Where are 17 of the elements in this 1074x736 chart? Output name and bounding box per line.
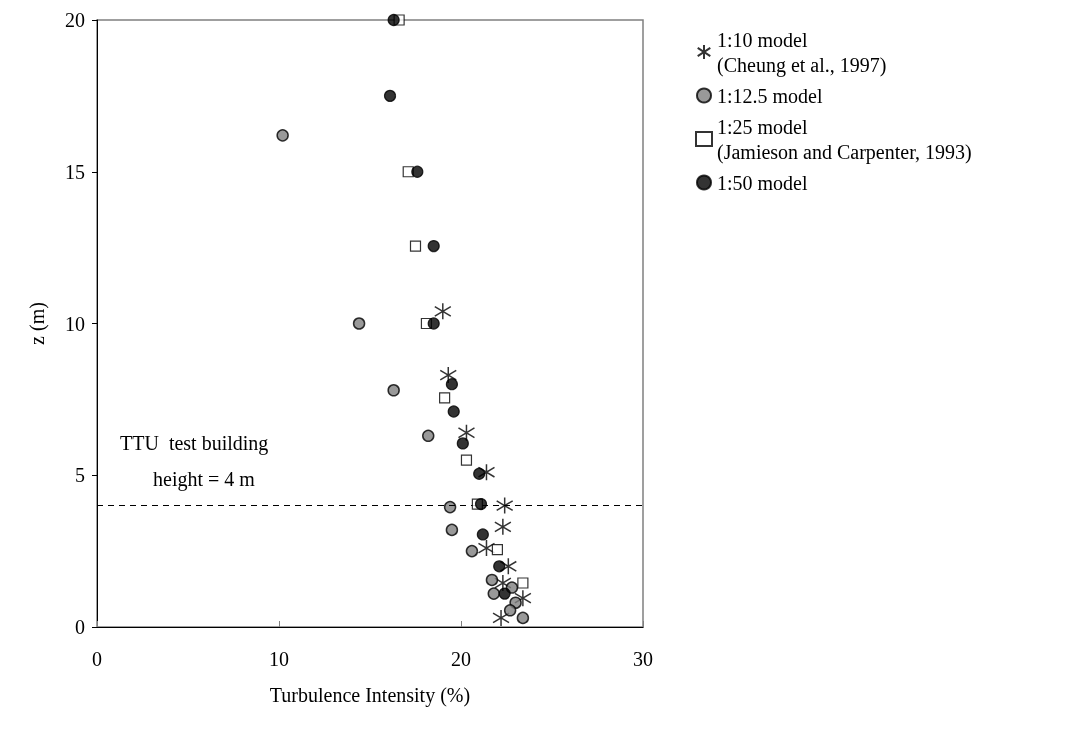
y-tick-label: 5 bbox=[75, 464, 85, 487]
x-tick-label: 10 bbox=[269, 648, 289, 670]
y-tick-label: 20 bbox=[65, 9, 85, 31]
legend-label: 1:50 model bbox=[717, 171, 808, 194]
x-tick-label: 0 bbox=[92, 648, 102, 670]
legend-label: 1:25 model (Jamieson and Carpenter, 1993) bbox=[717, 115, 972, 164]
y-tick-label: 15 bbox=[65, 160, 85, 183]
legend-label: 1:10 model (Cheung et al., 1997) bbox=[717, 28, 887, 77]
x-axis-title: Turbulence Intensity (%) bbox=[269, 684, 471, 707]
x-tick-label: 20 bbox=[451, 648, 471, 670]
y-tick-label: 0 bbox=[75, 616, 85, 638]
y-axis-title: z (m) bbox=[26, 302, 49, 345]
y-tick-label: 10 bbox=[65, 312, 85, 335]
annotation: TTU test building bbox=[120, 432, 269, 455]
legend-label: 1:12.5 model bbox=[717, 84, 823, 107]
x-tick-label: 30 bbox=[633, 648, 653, 670]
annotation: height = 4 m bbox=[153, 468, 256, 491]
